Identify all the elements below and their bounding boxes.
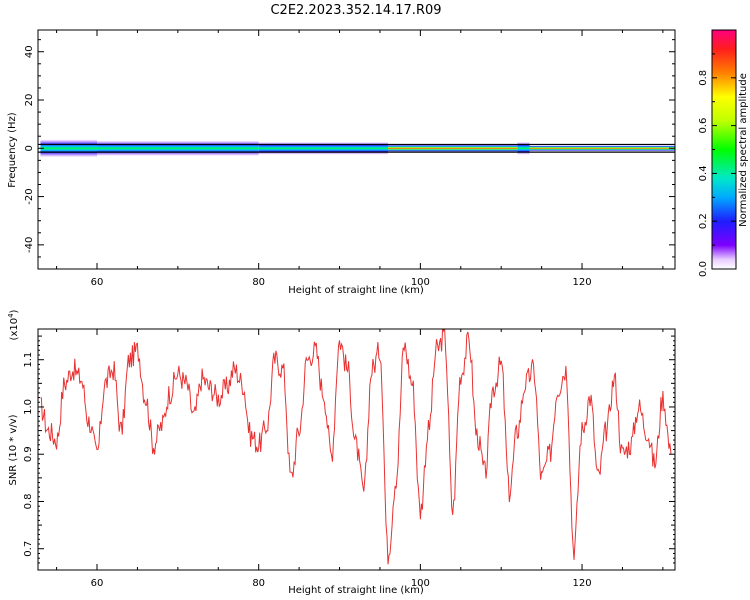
spectrogram-frame (37, 29, 676, 270)
snr-y-multiplier-base: (x10 (9, 318, 20, 341)
spectrogram-x-axis-label: Height of straight line (km) (288, 285, 424, 296)
snr-panel: 60 80 100 120 0.7 0.8 0.9 1.0 1.1 Height of stra… (7, 309, 676, 596)
spectrogram-panel: 60 80 100 120 -40 -20 0 20 40 Height of straight… (7, 29, 676, 296)
spectrogram-x-tick-label: 100 (411, 277, 430, 288)
colorbar-label: Normalized spectral amplitude (738, 73, 749, 227)
spectrogram-x-tick-label: 80 (252, 277, 265, 288)
snr-y-multiplier-exponent: 4 (7, 313, 15, 318)
snr-x-tick-label: 120 (572, 578, 591, 589)
snr-y-tick-label: 0.7 (23, 541, 34, 557)
colorbar-tick-label: 0.6 (698, 118, 709, 134)
colorbar-tick-label: 0.4 (698, 165, 709, 181)
snr-y-multiplier-close: ) (9, 309, 20, 313)
spectral-band-segment (529, 145, 675, 152)
spectrogram-x-tick-label: 60 (91, 277, 104, 288)
snr-series-line (40, 329, 672, 565)
colorbar-fill (711, 29, 737, 270)
spectral-band-segment (388, 144, 518, 152)
snr-ticks: 60 80 100 120 0.7 0.8 0.9 1.0 1.1 (23, 329, 675, 589)
colorbar: 0.0 0.2 0.4 0.6 0.8 Normalized spectral ampl… (698, 29, 749, 277)
spectral-band-segment (258, 142, 389, 155)
snr-background (38, 329, 675, 570)
spectrogram-y-tick-label: 0 (24, 145, 35, 151)
snr-y-tick-label: 0.9 (23, 446, 34, 462)
spectral-band-segment (517, 142, 530, 155)
colorbar-tick-label: 0.2 (698, 213, 709, 229)
colorbar-tick-label: 0.8 (698, 70, 709, 86)
snr-x-tick-label: 60 (91, 578, 104, 589)
spectrogram-y-tick-label: -40 (24, 237, 35, 253)
spectrogram-y-tick-label: 40 (24, 45, 35, 58)
snr-y-tick-label: 0.8 (23, 494, 34, 510)
spectrogram-y-axis-label: Frequency (Hz) (7, 112, 18, 188)
snr-y-multiplier: (x104) (7, 309, 20, 340)
spectral-band-segment (40, 139, 98, 157)
snr-line-group (40, 329, 672, 565)
spectrogram-y-tick-label: -20 (24, 188, 35, 204)
spectrogram-y-tick-label: 20 (24, 94, 35, 107)
snr-x-tick-label: 80 (252, 578, 265, 589)
snr-x-tick-label: 100 (411, 578, 430, 589)
spectral-band-segment (97, 141, 259, 156)
spectrogram-x-tick-label: 120 (572, 277, 591, 288)
snr-y-axis-label: SNR (10 * v/v) (8, 414, 19, 485)
figure-title: C2E2.2023.352.14.17.R09 (270, 3, 441, 18)
snr-y-tick-label: 1.0 (23, 399, 34, 415)
colorbar-ticks: 0.0 0.2 0.4 0.6 0.8 (698, 53, 736, 277)
snr-y-tick-label: 1.1 (23, 352, 34, 368)
snr-x-axis-label: Height of straight line (km) (288, 585, 424, 596)
spectrogram-heatmap (38, 139, 675, 157)
colorbar-tick-label: 0.0 (698, 261, 709, 277)
spectrogram-ticks: 60 80 100 120 -40 -20 0 20 40 (24, 30, 675, 288)
